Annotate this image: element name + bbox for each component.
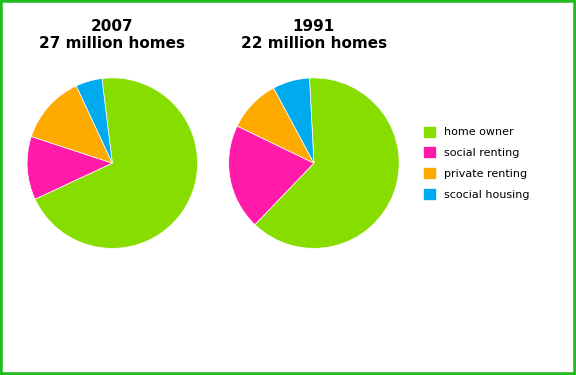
Text: Housing owned and rented in the UK: Housing owned and rented in the UK xyxy=(86,341,490,360)
Wedge shape xyxy=(31,86,112,163)
Title: 1991
22 million homes: 1991 22 million homes xyxy=(241,19,387,51)
Wedge shape xyxy=(27,136,112,199)
Legend: home owner, social renting, private renting, scocial housing: home owner, social renting, private rent… xyxy=(420,123,532,203)
Wedge shape xyxy=(237,88,314,163)
Wedge shape xyxy=(255,78,399,248)
Wedge shape xyxy=(76,78,112,163)
Wedge shape xyxy=(229,126,314,225)
Wedge shape xyxy=(35,78,198,248)
Wedge shape xyxy=(274,78,314,163)
Title: 2007
27 million homes: 2007 27 million homes xyxy=(39,19,185,51)
